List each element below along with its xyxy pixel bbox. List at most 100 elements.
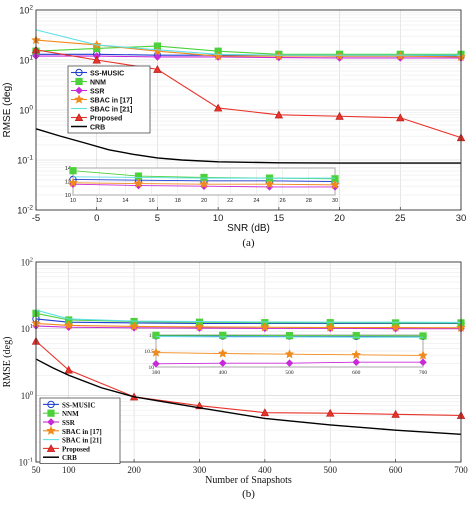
legend-item-crb: CRB [71,125,105,132]
legend-item-ssr: SSR [71,86,104,96]
inset-data-point-sbac-in-17 [264,179,275,189]
legend-label: SS-MUSIC [62,401,95,409]
panel-label: (a) [242,237,255,249]
data-point-proposed [64,365,73,374]
data-point-proposed [396,113,405,122]
series-line-ssr [36,55,461,59]
x-tick-label: 30 [456,213,467,224]
data-point-proposed [260,408,270,417]
inset-x-tick-label: 28 [306,198,312,204]
series-line-proposed [35,49,462,139]
legend-marker [75,68,83,77]
legend-label: SBAC in [21] [90,107,132,114]
legend-marker [74,94,84,104]
legend-item-ss-music: SS-MUSIC [71,68,124,78]
legend-marker [47,409,55,417]
inset-data-point-ssr [152,360,160,368]
legend-label: SSR [90,89,104,96]
x-tick-label: 15 [274,213,285,224]
data-point-ssr [153,53,162,61]
series-line-proposed [35,340,462,416]
inset-x-tick-label: 600 [352,370,361,376]
x-tick-label: 200 [127,465,141,475]
x-axis-label: Number of Snapshots [205,475,292,486]
legend-label: SS-MUSIC [90,71,124,78]
inset-data-point-nnm [134,172,143,180]
y-axis-label: RMSE (deg) [2,82,13,137]
series-group [31,29,466,164]
y-tick-label: 10-1 [17,155,33,166]
inset-data-point-ssr [352,358,361,366]
panel-label: (b) [242,488,255,500]
data-point-sbac-in-17 [259,322,270,332]
legend-item-proposed: Proposed [71,113,122,123]
legend-label: Proposed [90,116,122,123]
series-line-sbac-in-21 [35,309,462,323]
x-tick-label: 500 [323,465,337,475]
legend-label: NNM [90,80,106,87]
chart-panel-b: 50 100 200 300 400 500 600 700 10-1 100 101 102 Numb… [2,257,468,501]
inset-y-tick-label: 10 [149,365,155,371]
legend-marker [47,400,55,409]
inset-x-tick-label: 18 [175,198,181,204]
legend-item-ss-music: SS-MUSIC [43,400,95,409]
data-point-proposed [92,55,101,64]
inset-series-line-sbac-in-21 [155,336,423,338]
inset-data-point-sbac-in-17 [217,348,228,358]
legend-item-ssr: SSR [43,418,76,427]
inset-x-tick-label: 12 [96,198,102,204]
x-tick-label: 50 [32,465,42,475]
inset-data-point-ssr [419,358,427,366]
legend-item-sbac-in-17: SBAC in [17] [71,94,132,105]
x-tick-label: 25 [395,213,406,224]
inset-series-line-sbac-in-21 [72,176,335,179]
legend-box [39,397,121,464]
y-axis-label: RMSE (deg) [2,337,13,388]
x-tick-label: 700 [454,465,468,475]
inset-data-point-ssr [285,359,294,367]
x-tick-label: 400 [258,465,272,475]
data-point-proposed [335,111,344,120]
y-tick-label: 10-2 [17,205,33,216]
data-point-proposed [274,110,284,119]
inset-data-point-sbac-in-17 [284,349,295,359]
inset-data-point-nnm [152,331,160,339]
x-tick-label: -5 [32,213,40,224]
legend-marker [47,418,55,426]
data-point-sbac-in-17 [129,321,139,331]
y-tick-label: 100 [19,105,33,116]
inset-x-tick-label: 22 [227,198,233,204]
inset-x-tick-label: 24 [253,198,259,204]
inset-y-tick-label: 10.5 [144,349,154,355]
x-tick-label: 300 [193,465,207,475]
inset-data-point-sbac-in-17 [133,178,144,188]
inset-plot: 10 12 14 16 18 20 22 24 26 28 30 10 12 14 [65,166,340,204]
legend-item-sbac-in-17: SBAC in [17] [43,425,102,436]
inset-data-point-sbac-in-17 [418,350,428,360]
legend-item-sbac-in-21: SBAC in [21] [43,437,102,445]
data-point-sbac-in-17 [63,320,74,330]
legend-label: SBAC in [17] [62,428,102,436]
inset-plot: 300 400 500 600 700 10 10.5 11 [144,331,428,376]
legend-label: CRB [62,454,77,462]
inset-data-point-sbac-in-17 [330,179,340,190]
inset-x-tick-label: 30 [332,198,338,204]
inset-data-point-sbac-in-17 [151,347,161,357]
legend-item-crb: CRB [43,454,77,462]
x-tick-label: 100 [62,465,76,475]
inset-x-tick-label: 14 [122,198,128,204]
series-line-sbac-in-21 [35,29,461,56]
chart-panel-a: -5 0 5 10 15 20 25 30 10-2 10-1 100 101 102 SNR (dB) R… [2,5,466,250]
data-point-proposed [213,103,223,112]
legend-marker [46,444,56,452]
x-axis-label: SNR (dB) [227,223,270,234]
y-tick-label: 100 [21,390,33,401]
inset-data-point-sbac-in-17 [68,177,78,188]
legend-item-proposed: Proposed [43,444,90,453]
y-tick-label: 101 [21,323,33,334]
legend-item-sbac-in-21: SBAC in [21] [71,107,132,114]
y-tick-label: 101 [19,55,33,66]
